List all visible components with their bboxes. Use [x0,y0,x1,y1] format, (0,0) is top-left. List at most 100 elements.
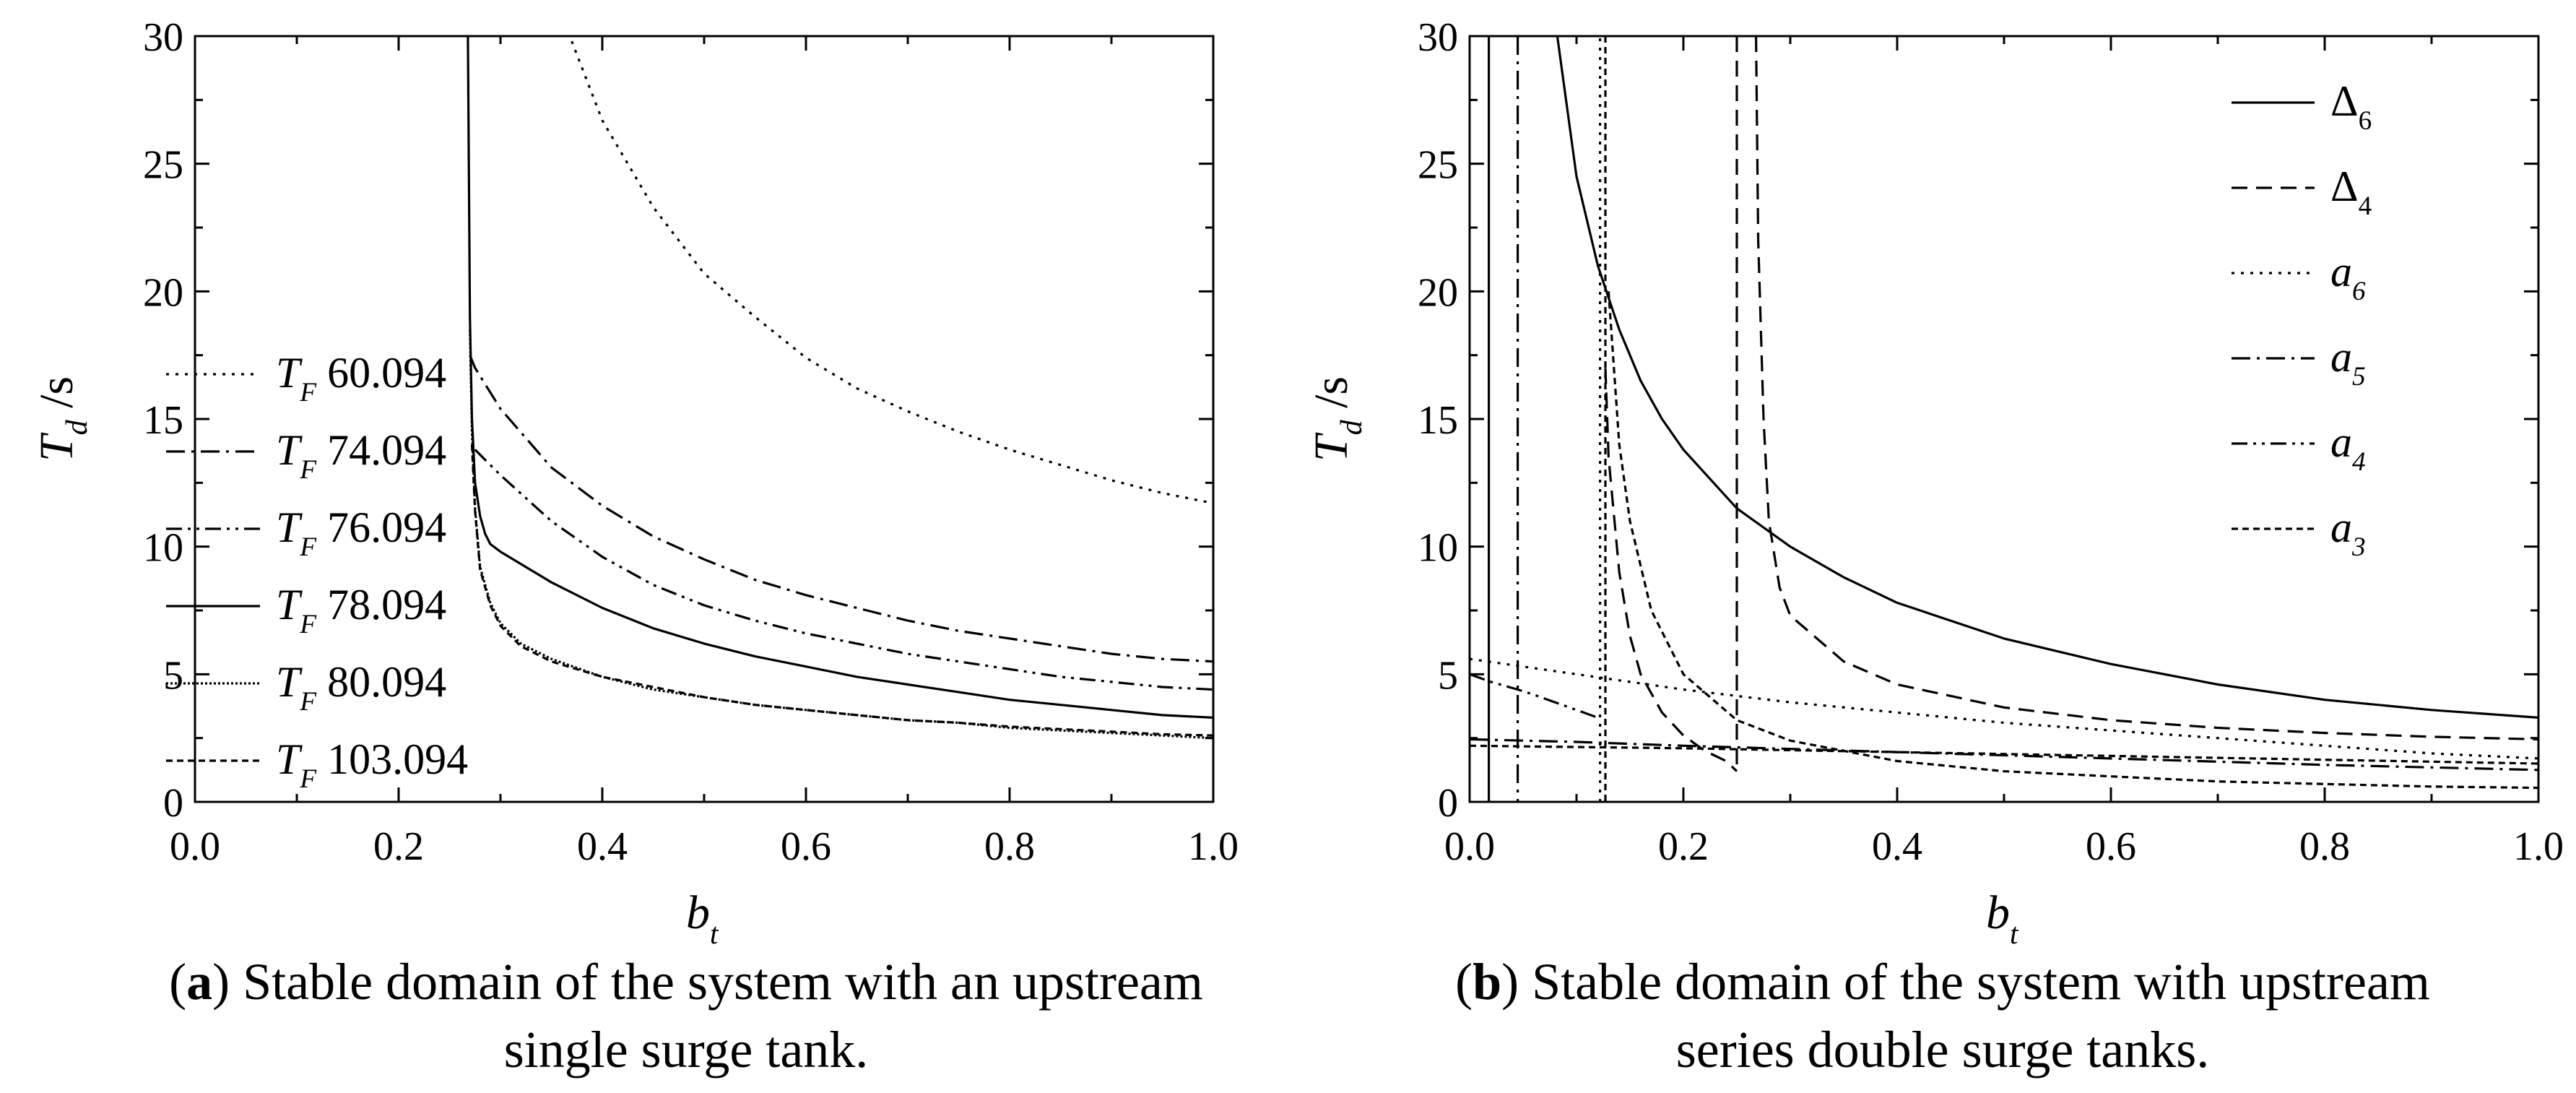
x-tick-label: 0.6 [781,824,831,869]
legend-label: TF 74.094 [276,426,446,485]
x-tick-label: 0.0 [1444,824,1495,869]
y-axis-label-sub: d [1335,419,1369,435]
x-tick-label: 1.0 [2513,824,2564,869]
caption-b-text1: Stable domain of the system with upstrea… [1532,953,2430,1011]
y-axis-label-sub: d [61,419,94,435]
series-t-80-094-line [469,329,1213,740]
series-delta-6 [1488,36,2538,802]
legend-label-value: 60.094 [316,349,446,397]
x-axis-label-sub: t [2010,917,2019,950]
legend-label: a3 [2330,504,2366,562]
legend-label-sub: 4 [2359,191,2372,221]
legend-label: a4 [2330,418,2366,477]
caption-a-line1: (a) Stable domain of the system with an … [169,953,1203,1011]
series-delta-4-line [1755,36,2538,740]
y-axis-label-main: T [1305,432,1358,462]
legend-label-sub: 3 [2351,532,2366,562]
chart-panel-a: 0.0 0.2 0.4 0.6 0.8 1.0 0 5 10 15 20 25 30 bt Td /s TF … [30,15,1239,950]
legend-label-sub: F [299,532,317,562]
legend-label-main: T [276,349,303,397]
series-a-4-line [1470,673,1599,719]
caption-b: (b) Stable domain of the system with ups… [1343,948,2542,1084]
plot-area [1470,36,2538,802]
legend-label-main: a [2330,418,2352,466]
x-tick-label: 0.6 [2086,824,2136,869]
series-a-3 [1470,36,2538,802]
legend-label-main: T [276,658,303,706]
legend-label-sub: 5 [2352,362,2366,392]
x-tick-label: 0.2 [1658,824,1709,869]
y-axis-label-main: T [30,432,83,462]
legend-label-main: T [276,581,303,628]
y-tick-label: 10 [143,526,183,571]
y-tick-label: 0 [1438,781,1458,826]
series-t-103-094 [470,444,1213,737]
legend-label: TF 103.094 [276,735,468,794]
series-a-3-line [1470,744,2538,765]
x-axis-label: bt [686,886,719,950]
legend-label: Δ4 [2330,163,2372,221]
x-tick-label: 0.0 [170,824,220,869]
y-tick-label: 20 [1418,270,1458,315]
series-t-60-094 [571,40,1213,505]
legend-label-main: Δ [2330,163,2359,210]
legend-label-sub: F [299,687,317,717]
x-tick-label: 0.2 [373,824,424,869]
y-axis-label-group: Td /s [30,376,94,462]
series-delta-4 [1604,36,2538,772]
series-t-74-094-line [469,355,1213,663]
legend-label-sub: 6 [2359,106,2372,136]
legend-label-main: a [2330,333,2352,381]
legend-label: a6 [2330,248,2366,306]
legend-label-sub: 4 [2352,447,2366,477]
series-t-60-094-line [571,40,1213,505]
x-tick-label: 0.4 [1872,824,1922,869]
legend-label-value: 103.094 [316,735,468,783]
x-tick-label: 1.0 [1188,824,1239,869]
y-axis-label-unit: /s [30,376,83,420]
legend-label-value: 74.094 [316,426,446,474]
x-tick-label: 0.8 [984,824,1035,869]
series-t-78-094-line [467,36,1213,719]
plot-area [467,36,1213,740]
legend-label: Δ6 [2330,77,2372,136]
series-t-78-094 [467,36,1213,719]
series-a-4 [1470,673,1599,719]
y-tick-label: 0 [163,781,183,826]
y-tick-label: 15 [1418,398,1458,443]
y-axis-label: Td /s [30,376,94,462]
caption-b-line1: (b) Stable domain of the system with ups… [1455,953,2430,1011]
x-tick-label: 0.8 [2299,824,2350,869]
series-delta-6-line [1556,36,2538,719]
caption-b-line2: series double surge tanks. [1675,1021,2210,1079]
x-axis-label-sub: t [710,917,719,950]
legend-label: TF 76.094 [276,504,446,562]
y-tick-label: 5 [1438,653,1458,698]
caption-a-text1: Stable domain of the system with an upst… [243,953,1203,1011]
legend-label-sub: 6 [2352,277,2366,306]
series-t-103-094-line [470,444,1213,737]
legend-label-main: Δ [2330,77,2359,125]
y-axis-label: Td /s [1305,376,1369,462]
series-delta-4-line [1604,368,1738,772]
y-tick-label: 30 [143,15,183,60]
series-t-74-094 [469,355,1213,663]
legend-label-sub: F [299,378,317,407]
x-axis-label-main: b [686,886,710,939]
series-a-5 [1470,36,2538,802]
legend-label: TF 78.094 [276,581,446,639]
y-tick-label: 15 [143,398,183,443]
series-t-76-094 [474,449,1213,691]
y-axis-label-unit: /s [1305,376,1358,420]
caption-b-letter: b [1473,953,1502,1011]
x-axis-label: bt [1986,886,2019,950]
plot-frame [1468,35,2540,803]
y-axis-label-group: Td /s [1305,376,1369,462]
y-tick-label: 30 [1418,15,1458,60]
series-a-6 [1470,36,2538,802]
legend-label-value: 80.094 [316,658,446,706]
